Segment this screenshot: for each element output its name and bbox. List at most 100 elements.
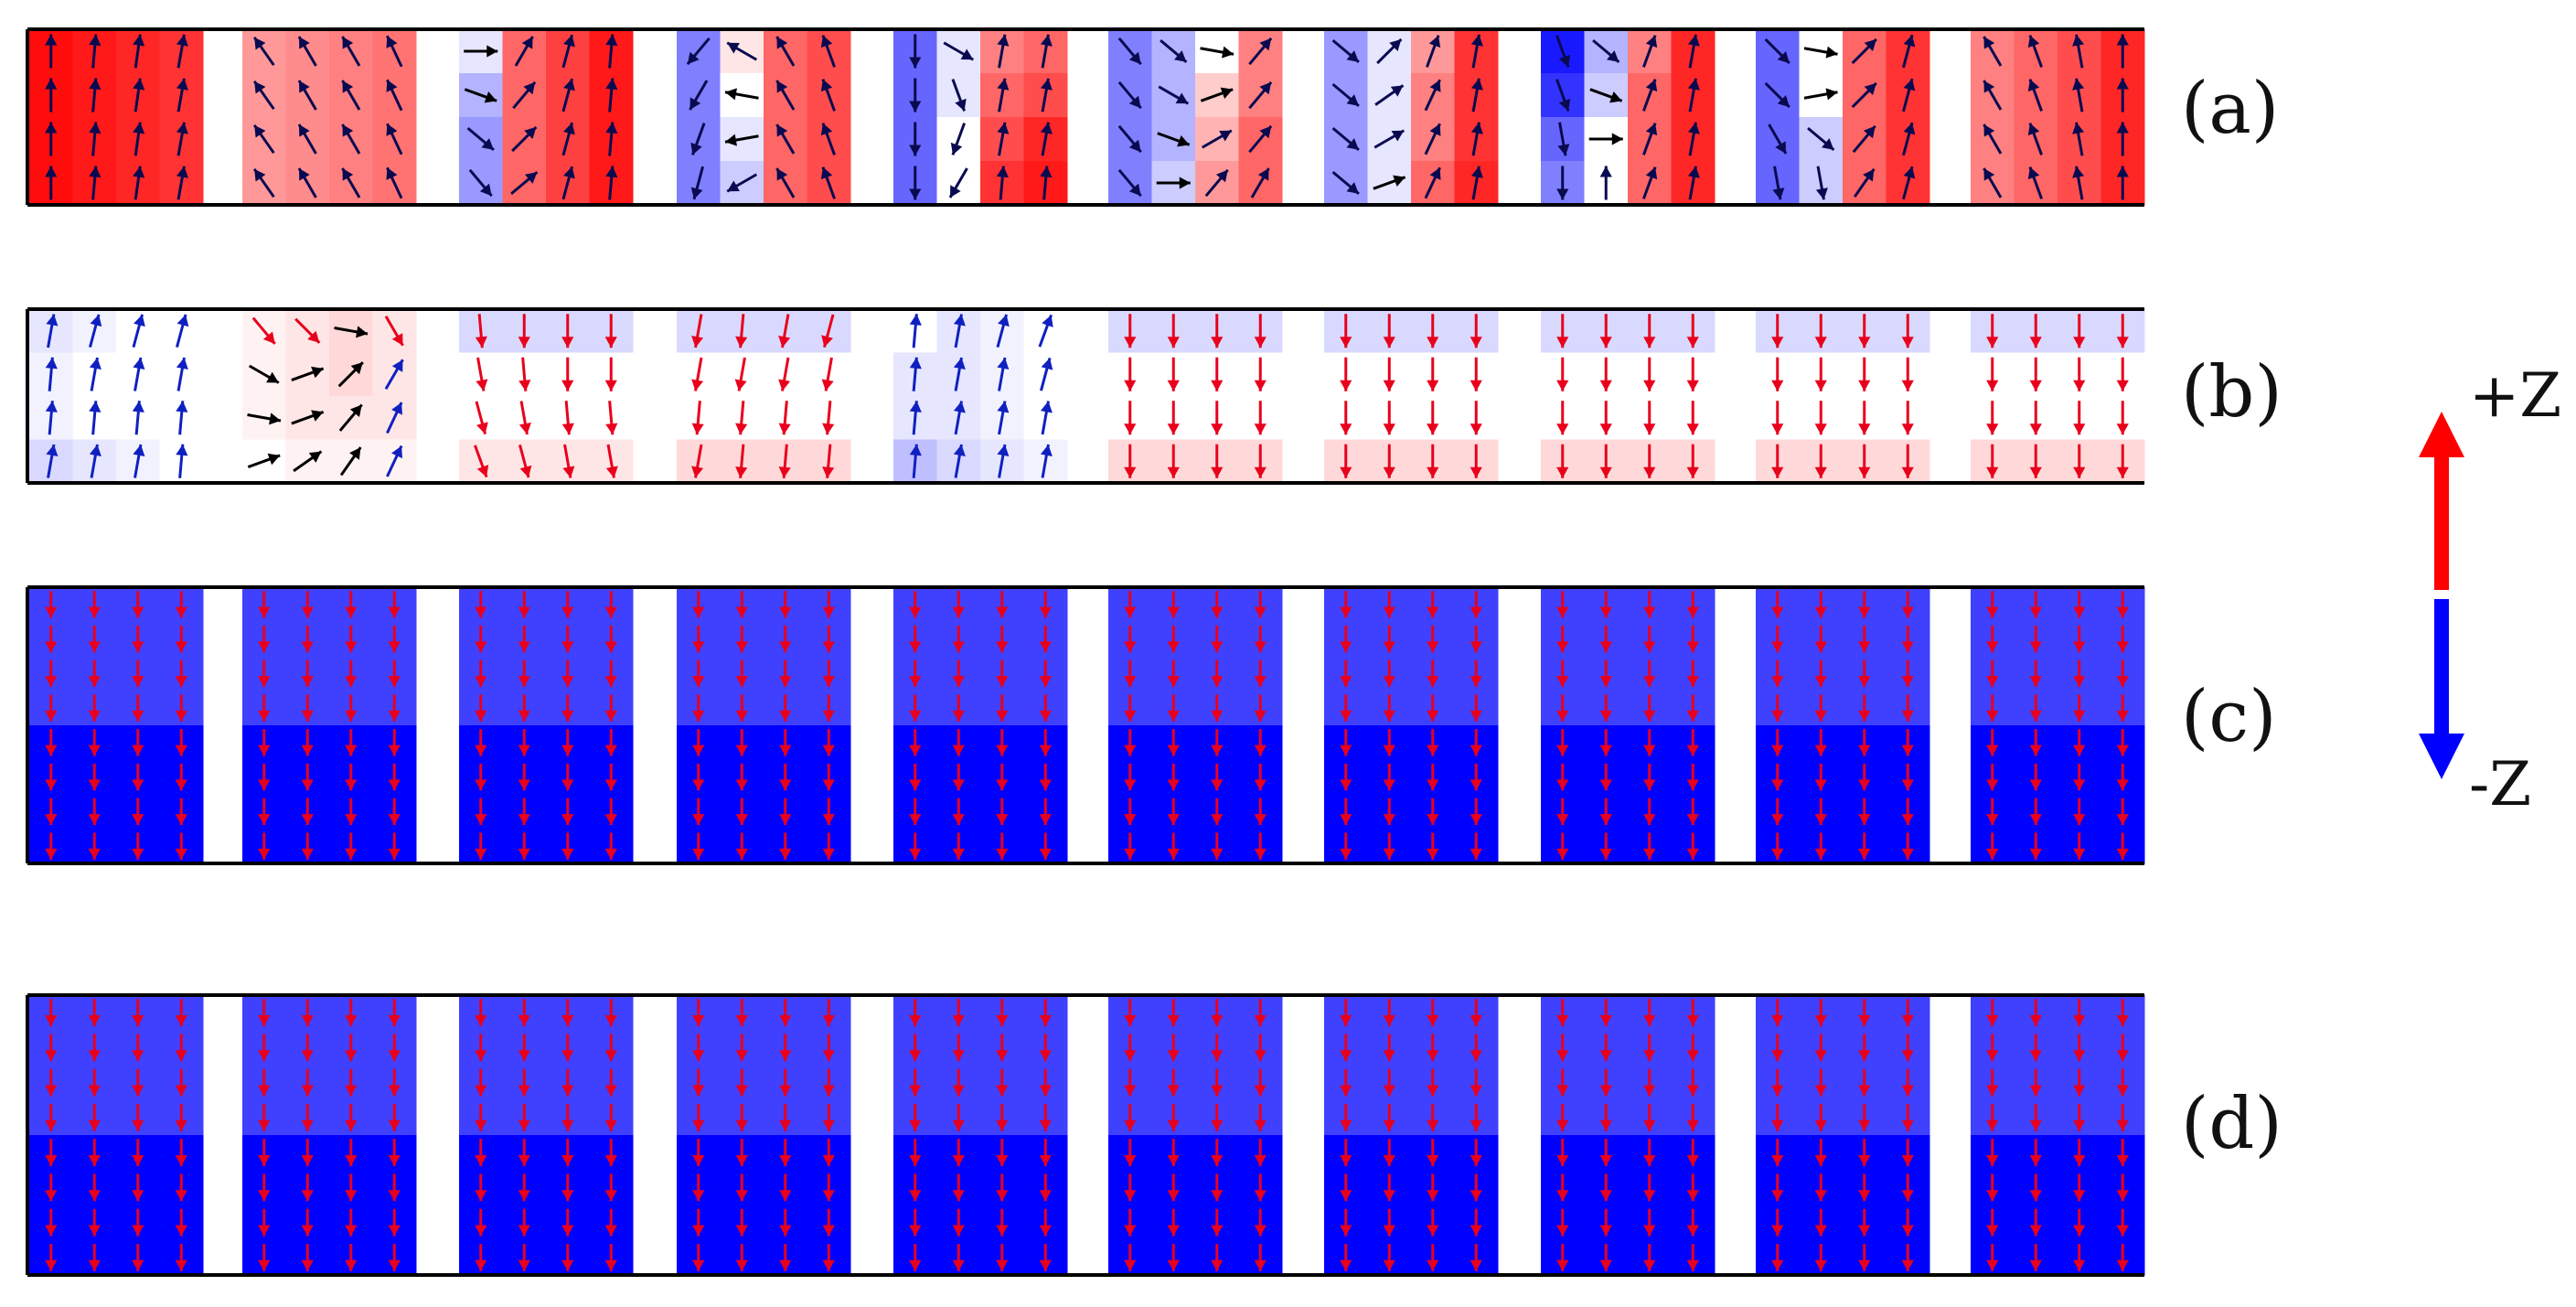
spin-arrow bbox=[518, 763, 530, 791]
spin-arrow bbox=[2073, 999, 2086, 1027]
spin-arrow bbox=[1556, 401, 1569, 435]
spin-arrow bbox=[1858, 357, 1871, 391]
spin-arrow bbox=[1039, 1034, 1052, 1062]
spin-arrow bbox=[45, 357, 58, 391]
spin-arrow bbox=[996, 1068, 1009, 1097]
spin-arrow bbox=[176, 401, 188, 435]
spin-arrow bbox=[1331, 126, 1360, 152]
spin-arrow bbox=[1901, 401, 1914, 435]
spin-arrow bbox=[1383, 1034, 1395, 1062]
spin-arrow bbox=[258, 1243, 271, 1271]
spin-arrow bbox=[345, 625, 358, 653]
spin-arrow bbox=[388, 591, 401, 618]
spin-arrow bbox=[1643, 1139, 1656, 1167]
spin-arrow bbox=[1986, 763, 1999, 791]
spin-arrow bbox=[388, 999, 401, 1027]
spin-arrow bbox=[1687, 78, 1700, 112]
spin-arrow bbox=[2027, 79, 2043, 112]
spin-arrow bbox=[1124, 1173, 1137, 1202]
spin-arrow bbox=[909, 999, 922, 1027]
spin-arrow bbox=[1254, 314, 1267, 348]
spin-arrow bbox=[692, 729, 705, 756]
spin-arrow bbox=[909, 78, 922, 112]
spin-arrow bbox=[1039, 763, 1052, 791]
spin-arrow bbox=[1589, 88, 1623, 103]
spin-arrow bbox=[1858, 591, 1871, 618]
spin-arrow bbox=[1117, 37, 1142, 66]
spin-arrow bbox=[518, 444, 532, 478]
spin-arrow bbox=[518, 591, 530, 618]
spin-arrow bbox=[258, 798, 271, 826]
spin-arrow bbox=[301, 1139, 314, 1167]
spin-arrow bbox=[1211, 999, 1224, 1027]
spin-arrow bbox=[1374, 129, 1406, 149]
spin-arrow bbox=[561, 1243, 574, 1271]
panel-d bbox=[26, 993, 2145, 1277]
spin-arrow bbox=[1427, 357, 1439, 391]
spin-arrow bbox=[2029, 1139, 2042, 1167]
spin-arrow bbox=[689, 80, 709, 111]
spin-arrow bbox=[1167, 591, 1180, 618]
spin-arrow bbox=[561, 659, 574, 688]
spin-arrow bbox=[604, 729, 617, 756]
spin-arrow bbox=[1556, 1243, 1569, 1271]
spin-arrow bbox=[1204, 168, 1229, 198]
spin-arrow bbox=[88, 729, 101, 756]
spin-arrow bbox=[1599, 999, 1612, 1027]
spin-arrow bbox=[388, 1068, 401, 1097]
spin-arrow bbox=[1340, 591, 1352, 618]
spin-arrow bbox=[510, 170, 539, 196]
spin-arrow bbox=[1771, 1208, 1784, 1237]
spin-arrow bbox=[518, 1103, 530, 1131]
spin-arrow bbox=[252, 80, 275, 111]
spin-arrow bbox=[909, 625, 922, 653]
spin-arrow bbox=[726, 173, 758, 193]
pillar bbox=[1756, 995, 1930, 1276]
spin-arrow bbox=[388, 832, 401, 860]
spin-arrow bbox=[1983, 167, 2003, 198]
spin-arrow bbox=[1807, 126, 1835, 152]
spin-arrow bbox=[2073, 357, 2086, 391]
spin-arrow bbox=[1643, 1243, 1656, 1271]
spin-arrow bbox=[1771, 625, 1784, 653]
spin-arrow bbox=[1167, 1103, 1180, 1131]
spin-arrow bbox=[822, 832, 835, 860]
spin-arrow bbox=[953, 401, 966, 435]
spin-arrow bbox=[1383, 763, 1395, 791]
spin-arrow bbox=[2073, 625, 2086, 653]
pillar bbox=[242, 995, 417, 1276]
spin-arrow bbox=[779, 659, 792, 688]
spin-arrow bbox=[561, 832, 574, 860]
spin-arrow bbox=[2027, 123, 2043, 155]
spin-arrow bbox=[909, 832, 922, 860]
spin-arrow bbox=[252, 167, 275, 198]
spin-arrow bbox=[345, 999, 358, 1027]
spin-arrow bbox=[1340, 1103, 1352, 1131]
spin-arrow bbox=[1599, 1243, 1612, 1271]
spin-arrow bbox=[909, 1103, 922, 1131]
spin-arrow bbox=[1124, 625, 1137, 653]
spin-arrow bbox=[1771, 729, 1784, 756]
pillar bbox=[29, 587, 204, 864]
spin-arrow bbox=[89, 122, 102, 156]
spin-arrow bbox=[604, 591, 617, 618]
spin-arrow bbox=[475, 832, 487, 860]
spin-arrow bbox=[1814, 763, 1827, 791]
spin-arrow bbox=[1852, 124, 1876, 154]
spin-arrow bbox=[724, 88, 759, 101]
spin-arrow bbox=[386, 123, 403, 155]
spin-arrow bbox=[1200, 46, 1235, 59]
spin-arrow bbox=[88, 1103, 101, 1131]
spin-arrow bbox=[1643, 659, 1656, 688]
spin-arrow bbox=[909, 122, 922, 156]
spin-arrow bbox=[1039, 1103, 1052, 1131]
spin-arrow bbox=[133, 357, 145, 391]
spin-arrow bbox=[88, 625, 101, 653]
spin-arrow bbox=[46, 444, 59, 478]
spin-arrow bbox=[1686, 763, 1699, 791]
pillar bbox=[242, 587, 417, 864]
spin-arrow bbox=[2029, 1034, 2042, 1062]
spin-arrow bbox=[132, 1034, 144, 1062]
spin-arrow bbox=[512, 80, 537, 110]
spin-arrow bbox=[604, 999, 617, 1027]
